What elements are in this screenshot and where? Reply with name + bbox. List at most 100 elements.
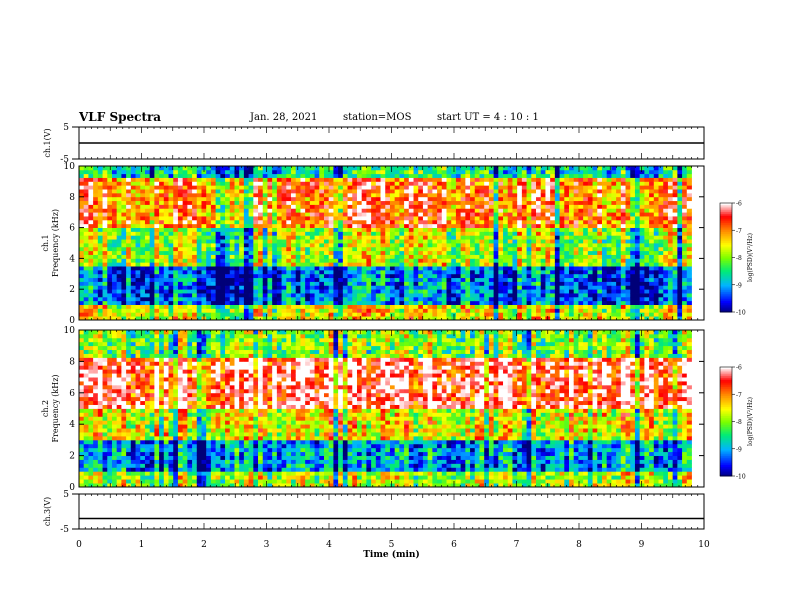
spectrogram-cell [225,304,231,309]
spectrogram-cell [540,243,546,248]
spectrogram-cell [215,200,221,205]
spectrogram-cell [305,266,311,271]
spectrogram-cell [432,169,438,175]
spectrogram-cell [573,181,579,186]
spectrogram-cell [333,200,339,205]
spectrogram-cell [300,192,306,198]
spectrogram-cell [507,312,513,317]
spectrogram-cell [215,316,221,321]
spectrogram-cell [79,308,85,313]
spectrogram-cell [126,293,132,298]
spectrogram-cell [201,243,207,248]
spectrogram-cell [550,262,556,267]
spectrogram-cell [309,166,315,171]
spectrogram-cell [630,258,636,263]
spectrogram-cell [305,254,311,259]
spectrogram-cell [107,316,113,321]
spectrogram-cell [79,277,85,282]
spectrogram-cell [97,296,103,302]
spectrogram-cell [163,285,169,290]
spectrogram-cell [356,262,363,267]
spectrogram-cell [239,269,245,275]
spectrogram-cell [375,262,381,267]
spectrogram-cell [258,185,264,190]
spectrogram-cell [182,304,188,309]
spectrogram-cell [229,181,235,186]
spectrogram-cell [182,169,188,175]
spectrogram-cell [149,243,155,248]
spectrogram-cell [389,223,396,228]
spectrogram-cell [116,239,122,244]
spectrogram-cell [111,304,118,309]
spectrogram-cell [324,173,330,178]
spectrogram-cell [361,262,367,267]
spectrogram-cell [130,204,136,209]
spectrogram-cell [441,181,447,186]
spectrogram-cell [324,289,330,294]
spectrogram-cell [126,285,132,290]
spectrogram-cell [253,262,259,267]
spectrogram-cell [526,273,532,279]
spectrogram-cell [267,227,273,232]
spectrogram-cell [540,223,546,228]
spectrogram-cell [187,227,193,232]
spectrogram-cell [634,227,641,232]
spectrogram-cell [484,219,490,225]
spectrogram-cell [276,277,282,282]
spectrogram-cell [592,216,598,221]
spectrogram-cell [545,304,551,309]
spectrogram-cell [625,316,631,321]
spectrogram-cell [93,269,99,275]
spectrogram-cell [507,277,513,282]
spectrogram-cell [474,281,480,286]
spectrogram-cell [338,189,344,194]
spectrogram-cell [347,177,353,182]
spectrogram-cell [272,277,278,282]
spectrogram-cell [149,281,155,286]
spectrogram-cell [93,169,99,175]
spectrogram-cell [154,223,160,228]
spectrogram-cell [276,196,282,202]
spectrogram-cell [229,281,235,286]
spectrogram-cell [196,192,202,198]
spectrogram-cell [281,239,287,244]
spectrogram-cell [210,304,217,309]
spectrogram-cell [187,277,193,282]
spectrogram-cell [427,208,433,213]
spectrogram-cell [404,223,410,228]
spectrogram-cell [380,173,386,178]
spectrogram-cell [276,316,282,321]
spectrogram-cell [248,208,254,213]
spectrogram-cell [503,258,509,263]
spectrogram-cell [126,239,132,244]
spectrogram-cell [159,277,165,282]
spectrogram-cell [173,196,179,202]
spectrogram-cell [215,192,221,198]
spectrogram-cell [300,296,306,302]
spectrogram-cell [517,258,523,263]
spectrogram-cell [503,266,509,271]
spectrogram-cell [229,312,235,317]
spectrogram-cell [389,212,396,217]
spectrogram-cell [564,258,570,263]
spectrogram-cell [371,173,377,178]
spectrogram-cell [366,196,372,202]
spectrogram-cell [361,173,367,178]
spectrogram-cell [550,258,556,263]
spectrogram-cell [168,204,174,209]
spectrogram-cell [187,250,193,255]
spectrogram-cell [493,312,499,317]
spectrogram-cell [258,281,264,286]
spectrogram-cell [229,296,235,302]
spectrogram-cell [601,281,608,286]
spectrogram-cell [545,258,551,263]
spectrogram-cell [550,254,556,259]
spectrogram-cell [281,212,287,217]
spectrogram-cell [554,219,560,225]
spectrogram-cell [394,208,400,213]
spectrogram-cell [634,258,641,263]
spectrogram-cell [385,200,391,205]
spectrogram-cell [592,254,598,259]
spectrogram-cell [498,235,504,240]
spectrogram-cell [427,250,433,255]
